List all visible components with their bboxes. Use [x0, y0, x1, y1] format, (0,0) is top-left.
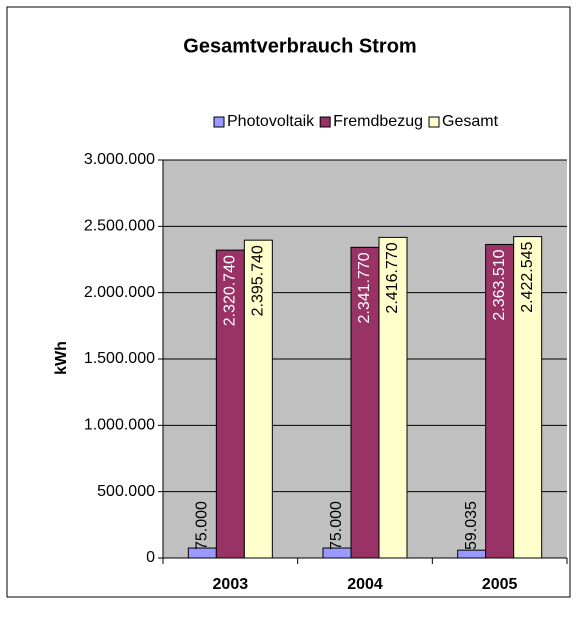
value-label: 75.000 [328, 501, 345, 550]
legend-swatch [428, 116, 440, 128]
legend-label: Photovoltaik [227, 113, 315, 130]
y-tick-label: 1.000.000 [84, 417, 155, 434]
x-tick-label: 2004 [347, 576, 383, 593]
y-tick-label: 3.000.000 [84, 151, 155, 168]
y-tick-label: 2.000.000 [84, 284, 155, 301]
value-label: 2.422.545 [519, 242, 536, 313]
y-tick-label: 500.000 [97, 483, 155, 500]
value-label: 2.363.510 [491, 249, 508, 320]
bar [350, 246, 380, 559]
bar [378, 236, 408, 559]
bar [243, 239, 273, 559]
legend-swatch [319, 116, 331, 128]
value-label: 2.416.770 [384, 242, 401, 313]
y-tick-label: 1.500.000 [84, 350, 155, 367]
legend-swatch [213, 116, 225, 128]
legend-label: Gesamt [442, 113, 499, 130]
value-label: 2.320.740 [222, 255, 239, 326]
value-label: 59.035 [463, 501, 480, 550]
value-label: 2.395.740 [250, 245, 267, 316]
y-tick-label: 2.500.000 [84, 218, 155, 235]
y-axis-label: kWh [53, 341, 70, 375]
value-label: 2.341.770 [356, 252, 373, 323]
chart-title: Gesamtverbrauch Strom [183, 35, 416, 57]
x-tick-label: 2005 [482, 576, 518, 593]
legend-label: Fremdbezug [333, 113, 423, 130]
bar [457, 549, 487, 559]
y-tick-label: 0 [146, 549, 155, 566]
bar [485, 243, 515, 559]
x-tick-label: 2003 [213, 576, 249, 593]
bar [513, 236, 543, 559]
value-label: 75.000 [194, 501, 211, 550]
